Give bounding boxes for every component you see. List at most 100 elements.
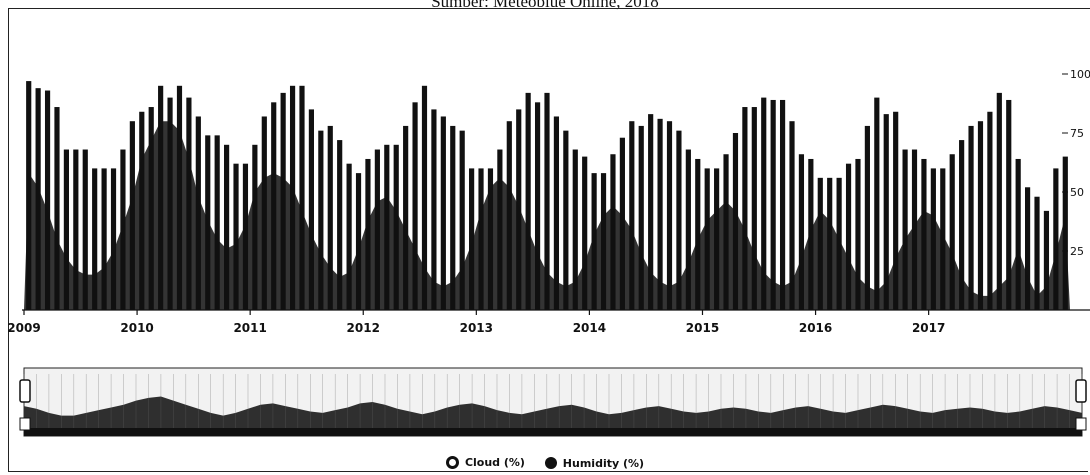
x-tick-label: 2017 xyxy=(912,321,945,335)
cloud-bar xyxy=(572,149,578,310)
cloud-bar xyxy=(1025,187,1031,310)
cloud-bar xyxy=(73,149,79,310)
cloud-bar xyxy=(214,135,220,310)
cloud-bar xyxy=(959,140,965,310)
y-tick-label: 25 xyxy=(1070,245,1084,258)
cloud-bar xyxy=(902,149,908,310)
cloud-bar xyxy=(1015,158,1021,310)
cloud-bar xyxy=(431,109,437,311)
cloud-bar xyxy=(299,85,305,310)
cloud-bar xyxy=(657,118,663,310)
x-tick-label: 2016 xyxy=(799,321,832,335)
cloud-bar xyxy=(761,97,767,310)
cloud-bar xyxy=(459,130,465,310)
cloud-bar xyxy=(110,168,117,310)
cloud-bar xyxy=(789,121,795,310)
navigator-handle-left[interactable] xyxy=(19,379,31,403)
cloud-bar xyxy=(685,149,691,310)
cloud-bar xyxy=(469,168,475,310)
cloud-bar xyxy=(676,130,682,310)
cloud-bar xyxy=(450,125,456,310)
cloud-bar xyxy=(440,116,446,310)
cloud-bar xyxy=(996,92,1002,310)
x-tick-label: 2009 xyxy=(7,321,40,335)
legend-item-cloud[interactable]: Cloud (%) xyxy=(445,456,525,469)
cloud-bar xyxy=(412,102,418,310)
x-tick-label: 2012 xyxy=(347,321,380,335)
cloud-bar xyxy=(751,107,757,310)
cloud-bar xyxy=(54,107,60,310)
legend-item-humidity[interactable]: Humidity (%) xyxy=(544,456,645,470)
cloud-bar xyxy=(648,114,654,311)
x-tick-label: 2010 xyxy=(120,321,153,335)
cloud-bar xyxy=(864,125,870,310)
cloud-bar xyxy=(779,99,786,311)
x-axis-ticks: 2009 2010 2011 2012 2013 2014 2015 2016 2017 xyxy=(7,310,945,335)
cloud-bar xyxy=(553,116,560,310)
navigator-handle-left-lower[interactable] xyxy=(19,417,31,431)
cloud-bar xyxy=(1043,210,1050,310)
cloud-bar xyxy=(92,168,98,310)
cloud-bar xyxy=(949,154,955,310)
cloud-bar xyxy=(563,130,569,310)
cloud-bar xyxy=(337,140,343,310)
y-axis-ticks: 100 75 50 25 xyxy=(1062,68,1090,258)
x-tick-label: 2011 xyxy=(233,321,266,335)
cloud-bar xyxy=(798,154,805,310)
cloud-bar xyxy=(582,156,588,310)
navigator-handle-right[interactable] xyxy=(1075,379,1087,403)
cloud-bar xyxy=(63,149,69,310)
humidity-area xyxy=(24,121,1070,310)
cloud-bar xyxy=(525,92,531,310)
cloud-bar xyxy=(544,92,550,310)
cloud-bar xyxy=(82,149,88,310)
cloud-bar xyxy=(355,173,362,310)
cloud-bar xyxy=(629,121,635,310)
cloud-bar xyxy=(666,121,673,310)
navigator-baseline xyxy=(24,428,1082,436)
source-caption: Sumber: Meteoblue Online, 2018 xyxy=(431,0,659,11)
cloud-bar xyxy=(1034,196,1040,310)
cloud-bar xyxy=(534,102,541,310)
cloud-bar xyxy=(318,130,324,310)
cloud-bar xyxy=(874,97,880,310)
legend-label-cloud: Cloud (%) xyxy=(464,456,525,469)
cloud-bar xyxy=(403,125,409,310)
navigator-handle-right-lower[interactable] xyxy=(1075,417,1087,431)
x-tick-label: 2014 xyxy=(573,321,606,335)
cloud-bar xyxy=(421,85,428,310)
cloud-bar xyxy=(883,114,889,311)
cloud-bar xyxy=(987,111,993,310)
x-tick-label: 2015 xyxy=(686,321,719,335)
cloud-bar xyxy=(308,109,314,311)
cloud-bar xyxy=(638,125,644,310)
cloud-bar xyxy=(845,163,852,310)
cloud-bar xyxy=(770,99,776,311)
cloud-bar xyxy=(695,158,701,310)
humidity-area-path xyxy=(24,121,1070,310)
cloud-bar xyxy=(742,107,748,310)
legend-label-humidity: Humidity (%) xyxy=(562,456,645,470)
x-tick-label: 2013 xyxy=(460,321,493,335)
y-tick-label: 100 xyxy=(1070,68,1090,81)
cloud-bar xyxy=(327,125,333,310)
cloud-bar xyxy=(1006,99,1012,311)
cloud-bar xyxy=(44,90,51,311)
cloud-bar xyxy=(224,144,230,310)
cloud-bar xyxy=(233,163,239,310)
filled-circle-icon xyxy=(544,457,557,469)
chart-frame xyxy=(8,8,1088,472)
cloud-bar xyxy=(855,158,861,310)
navigator-area xyxy=(24,396,1082,436)
cloud-bar xyxy=(346,163,352,310)
legend: Cloud (%) Humidity (%) xyxy=(0,456,1090,472)
cloud-bar xyxy=(968,125,974,310)
chart-frame-top-border xyxy=(8,8,1090,9)
hollow-circle-icon xyxy=(445,456,459,469)
navigator-panel xyxy=(19,367,1087,437)
cloud-bar xyxy=(101,168,107,310)
y-tick-label: 75 xyxy=(1070,127,1084,140)
cloud-bar xyxy=(1053,168,1059,310)
cloud-bar xyxy=(893,111,899,310)
